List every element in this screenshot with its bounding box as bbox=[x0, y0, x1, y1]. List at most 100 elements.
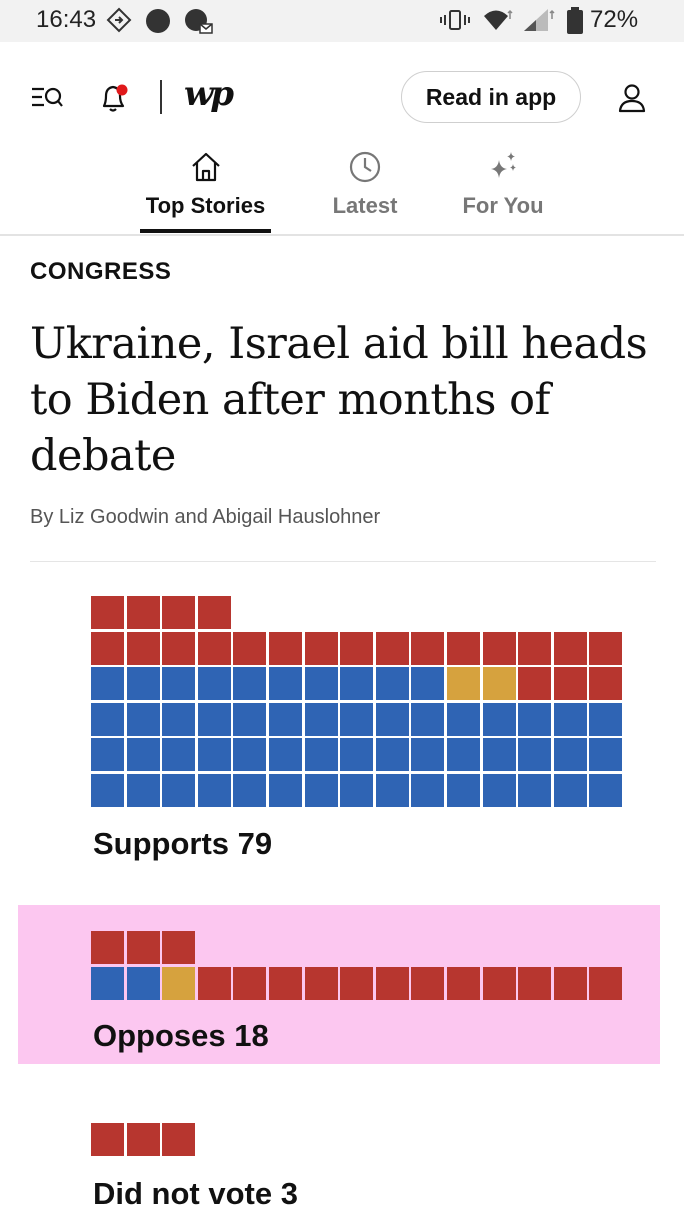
waffle-cell-republican bbox=[126, 631, 160, 665]
waffle-cell-democrat bbox=[197, 738, 231, 772]
waffle-opposes bbox=[91, 930, 626, 1000]
opposes-highlight bbox=[18, 905, 660, 1064]
tab-latest[interactable]: Latest bbox=[316, 150, 414, 219]
waffle-cell-democrat bbox=[269, 774, 302, 807]
wp-logo[interactable]: wp bbox=[184, 74, 234, 114]
section-kicker[interactable]: CONGRESS bbox=[30, 258, 172, 285]
sparkle-icon bbox=[452, 150, 554, 189]
waffle-cell-democrat bbox=[518, 774, 552, 807]
waffle-cell-democrat bbox=[233, 667, 267, 701]
waffle-cell-democrat bbox=[553, 774, 587, 807]
waffle-cell-republican bbox=[233, 631, 267, 665]
waffle-cell-independent bbox=[162, 967, 196, 1000]
waffle-cell-democrat bbox=[126, 967, 160, 1000]
waffle-cell-democrat bbox=[197, 667, 231, 701]
read-in-app-button[interactable]: Read in app bbox=[401, 71, 581, 123]
waffle-cell-democrat bbox=[518, 738, 552, 772]
waffle-cell-republican bbox=[553, 967, 587, 1000]
waffle-cell-democrat bbox=[162, 702, 196, 736]
waffle-cell-democrat bbox=[162, 738, 196, 772]
waffle-cell-republican bbox=[304, 967, 338, 1000]
battery-icon bbox=[566, 7, 584, 40]
waffle-cell-democrat bbox=[340, 774, 374, 807]
message-icon bbox=[182, 7, 214, 42]
waffle-cell-democrat bbox=[375, 738, 409, 772]
waffle-cell-democrat bbox=[589, 774, 623, 807]
waffle-cell-republican bbox=[340, 631, 374, 665]
waffle-cell-republican bbox=[269, 631, 302, 665]
waffle-cell-democrat bbox=[233, 774, 267, 807]
waffle-cell-independent bbox=[447, 667, 480, 701]
waffle-cell-republican bbox=[126, 596, 160, 629]
waffle-cell-democrat bbox=[197, 774, 231, 807]
tab-label: For You bbox=[462, 193, 544, 218]
waffle-cell-republican bbox=[447, 631, 480, 665]
signal-icon bbox=[522, 7, 558, 38]
vibrate-icon bbox=[440, 7, 470, 38]
tabs-divider bbox=[0, 234, 684, 236]
dot-icon bbox=[144, 7, 172, 40]
waffle-cell-democrat bbox=[126, 774, 160, 807]
waffle-cell-democrat bbox=[269, 702, 302, 736]
active-tab-indicator bbox=[140, 229, 271, 233]
group-label-supports: Supports 79 bbox=[93, 826, 273, 861]
waffle-cell-republican bbox=[269, 967, 302, 1000]
byline-divider bbox=[30, 561, 656, 562]
waffle-cell-democrat bbox=[162, 667, 196, 701]
waffle-cell-democrat bbox=[126, 738, 160, 772]
battery-percent: 72% bbox=[590, 6, 639, 33]
waffle-did-not-vote bbox=[91, 1122, 211, 1156]
waffle-cell-republican bbox=[126, 1123, 160, 1156]
waffle-cell-democrat bbox=[340, 738, 374, 772]
menu-search-icon[interactable] bbox=[30, 84, 64, 117]
waffle-cell-republican bbox=[304, 631, 338, 665]
waffle-cell-democrat bbox=[375, 667, 409, 701]
waffle-cell-republican bbox=[126, 931, 160, 965]
waffle-cell-republican bbox=[482, 631, 516, 665]
header-divider bbox=[160, 80, 162, 114]
waffle-cell-democrat bbox=[197, 702, 231, 736]
waffle-cell-democrat bbox=[411, 738, 445, 772]
waffle-cell-democrat bbox=[91, 738, 124, 772]
waffle-cell-democrat bbox=[233, 702, 267, 736]
waffle-cell-republican bbox=[553, 631, 587, 665]
account-icon[interactable] bbox=[616, 82, 648, 119]
article-headline: Ukraine, Israel aid bill heads to Biden … bbox=[30, 319, 648, 481]
waffle-cell-republican bbox=[162, 596, 196, 629]
waffle-cell-democrat bbox=[162, 774, 196, 807]
waffle-cell-democrat bbox=[269, 738, 302, 772]
waffle-cell-democrat bbox=[482, 774, 516, 807]
waffle-cell-democrat bbox=[447, 738, 480, 772]
article-byline: By Liz Goodwin and Abigail Hauslohner bbox=[30, 506, 381, 528]
tab-for-you[interactable]: For You bbox=[452, 150, 554, 219]
waffle-cell-democrat bbox=[91, 774, 124, 807]
waffle-cell-democrat bbox=[411, 774, 445, 807]
waffle-cell-republican bbox=[553, 667, 587, 701]
waffle-cell-democrat bbox=[375, 774, 409, 807]
waffle-cell-democrat bbox=[126, 667, 160, 701]
waffle-cell-republican bbox=[375, 967, 409, 1000]
waffle-cell-republican bbox=[91, 596, 124, 629]
waffle-cell-democrat bbox=[411, 667, 445, 701]
waffle-cell-independent bbox=[482, 667, 516, 701]
home-icon bbox=[140, 150, 271, 189]
waffle-cell-democrat bbox=[589, 702, 623, 736]
tab-label: Top Stories bbox=[145, 193, 266, 218]
waffle-cell-democrat bbox=[553, 738, 587, 772]
waffle-cell-democrat bbox=[91, 702, 124, 736]
tab-top-stories[interactable]: Top Stories bbox=[140, 150, 271, 219]
waffle-cell-democrat bbox=[482, 702, 516, 736]
notification-bell-icon[interactable] bbox=[96, 80, 132, 121]
waffle-cell-republican bbox=[589, 967, 623, 1000]
waffle-cell-democrat bbox=[269, 667, 302, 701]
waffle-cell-republican bbox=[411, 967, 445, 1000]
status-bar: 16:43 72% bbox=[0, 0, 684, 42]
clock-icon bbox=[316, 150, 414, 189]
waffle-cell-democrat bbox=[340, 667, 374, 701]
waffle-cell-democrat bbox=[304, 738, 338, 772]
waffle-cell-republican bbox=[233, 967, 267, 1000]
waffle-cell-republican bbox=[197, 967, 231, 1000]
waffle-cell-democrat bbox=[304, 774, 338, 807]
waffle-cell-republican bbox=[518, 967, 552, 1000]
wifi-icon bbox=[482, 7, 514, 38]
